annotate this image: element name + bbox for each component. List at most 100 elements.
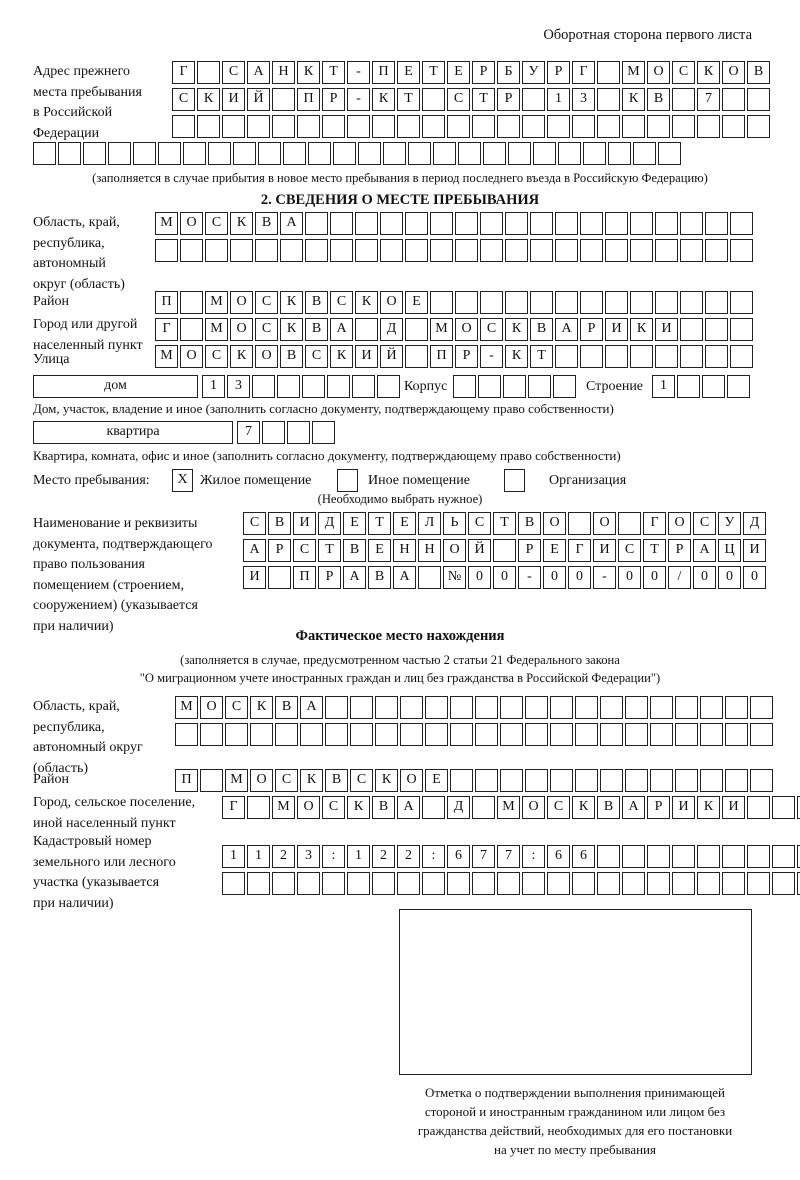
- checkbox-other-premises[interactable]: [337, 469, 358, 492]
- grid-cell[interactable]: [580, 345, 603, 368]
- grid-cell[interactable]: [158, 142, 181, 165]
- grid-cell[interactable]: 6: [447, 845, 470, 868]
- grid-cell[interactable]: [205, 239, 228, 262]
- grid-cell[interactable]: [547, 115, 570, 138]
- grid-cell[interactable]: [705, 212, 728, 235]
- grid-cell[interactable]: [655, 239, 678, 262]
- grid-cell[interactable]: П: [155, 291, 178, 314]
- grid-cell[interactable]: [697, 845, 720, 868]
- grid-cell[interactable]: Р: [668, 539, 691, 562]
- grid-cell[interactable]: [750, 696, 773, 719]
- grid-cell[interactable]: [355, 318, 378, 341]
- grid-cell[interactable]: А: [243, 539, 266, 562]
- grid-cell[interactable]: У: [522, 61, 545, 84]
- grid-cell[interactable]: Р: [497, 88, 520, 111]
- checkbox-organization[interactable]: [504, 469, 525, 492]
- grid-cell[interactable]: К: [230, 212, 253, 235]
- grid-cell[interactable]: С: [350, 769, 373, 792]
- grid-cell[interactable]: [183, 142, 206, 165]
- grid-cell[interactable]: [730, 345, 753, 368]
- grid-cell[interactable]: В: [280, 345, 303, 368]
- grid-cell[interactable]: [400, 723, 423, 746]
- grid-cell[interactable]: -: [593, 566, 616, 589]
- grid-cell[interactable]: [433, 142, 456, 165]
- grid-cell[interactable]: Ь: [443, 512, 466, 535]
- grid-cell[interactable]: [525, 696, 548, 719]
- grid-cell[interactable]: [133, 142, 156, 165]
- grid-cell[interactable]: [597, 872, 620, 895]
- grid-cell[interactable]: [262, 421, 285, 444]
- grid-cell[interactable]: [450, 723, 473, 746]
- grid-cell[interactable]: С: [305, 345, 328, 368]
- grid-cell[interactable]: [747, 845, 770, 868]
- grid-cell[interactable]: [472, 796, 495, 819]
- grid-cell[interactable]: Й: [247, 88, 270, 111]
- grid-cell[interactable]: [347, 872, 370, 895]
- grid-cell[interactable]: [747, 872, 770, 895]
- grid-cell[interactable]: [722, 872, 745, 895]
- grid-cell[interactable]: [508, 142, 531, 165]
- grid-cell[interactable]: [580, 212, 603, 235]
- grid-cell[interactable]: [750, 723, 773, 746]
- grid-cell[interactable]: С: [293, 539, 316, 562]
- grid-cell[interactable]: [680, 291, 703, 314]
- grid-cell[interactable]: О: [200, 696, 223, 719]
- grid-cell[interactable]: [355, 239, 378, 262]
- grid-cell[interactable]: К: [280, 318, 303, 341]
- grid-cell[interactable]: Р: [268, 539, 291, 562]
- grid-cell[interactable]: [422, 796, 445, 819]
- grid-cell[interactable]: [675, 723, 698, 746]
- grid-cell[interactable]: [650, 696, 673, 719]
- grid-cell[interactable]: [422, 115, 445, 138]
- grid-cell[interactable]: [618, 512, 641, 535]
- grid-cell[interactable]: Й: [468, 539, 491, 562]
- grid-cell[interactable]: [672, 872, 695, 895]
- grid-cell[interactable]: Е: [543, 539, 566, 562]
- grid-cell[interactable]: А: [393, 566, 416, 589]
- grid-cell[interactable]: [530, 291, 553, 314]
- grid-cell[interactable]: [197, 115, 220, 138]
- grid-cell[interactable]: Т: [322, 61, 345, 84]
- grid-cell[interactable]: [625, 769, 648, 792]
- grid-cell[interactable]: А: [280, 212, 303, 235]
- grid-cell[interactable]: [180, 239, 203, 262]
- grid-cell[interactable]: 0: [718, 566, 741, 589]
- grid-cell[interactable]: Т: [472, 88, 495, 111]
- grid-cell[interactable]: К: [300, 769, 323, 792]
- grid-cell[interactable]: 1: [247, 845, 270, 868]
- grid-cell[interactable]: Г: [572, 61, 595, 84]
- grid-cell[interactable]: 0: [493, 566, 516, 589]
- grid-cell[interactable]: Р: [518, 539, 541, 562]
- grid-cell[interactable]: [605, 212, 628, 235]
- grid-cell[interactable]: -: [347, 61, 370, 84]
- grid-cell[interactable]: [83, 142, 106, 165]
- grid-cell[interactable]: [750, 769, 773, 792]
- grid-cell[interactable]: А: [693, 539, 716, 562]
- grid-cell[interactable]: [480, 212, 503, 235]
- grid-cell[interactable]: 0: [618, 566, 641, 589]
- grid-cell[interactable]: Г: [155, 318, 178, 341]
- grid-cell[interactable]: Д: [318, 512, 341, 535]
- grid-cell[interactable]: [680, 318, 703, 341]
- grid-cell[interactable]: [405, 239, 428, 262]
- grid-cell[interactable]: Д: [447, 796, 470, 819]
- grid-cell[interactable]: 0: [743, 566, 766, 589]
- grid-cell[interactable]: [503, 375, 526, 398]
- grid-cell[interactable]: М: [175, 696, 198, 719]
- grid-cell[interactable]: Г: [222, 796, 245, 819]
- grid-cell[interactable]: 0: [643, 566, 666, 589]
- grid-cell[interactable]: [550, 696, 573, 719]
- grid-cell[interactable]: [375, 723, 398, 746]
- grid-cell[interactable]: [722, 115, 745, 138]
- grid-cell[interactable]: [358, 142, 381, 165]
- grid-cell[interactable]: Т: [368, 512, 391, 535]
- grid-cell[interactable]: [380, 239, 403, 262]
- grid-cell[interactable]: [430, 212, 453, 235]
- grid-cell[interactable]: [405, 345, 428, 368]
- grid-cell[interactable]: [525, 723, 548, 746]
- grid-cell[interactable]: С: [225, 696, 248, 719]
- grid-cell[interactable]: [680, 212, 703, 235]
